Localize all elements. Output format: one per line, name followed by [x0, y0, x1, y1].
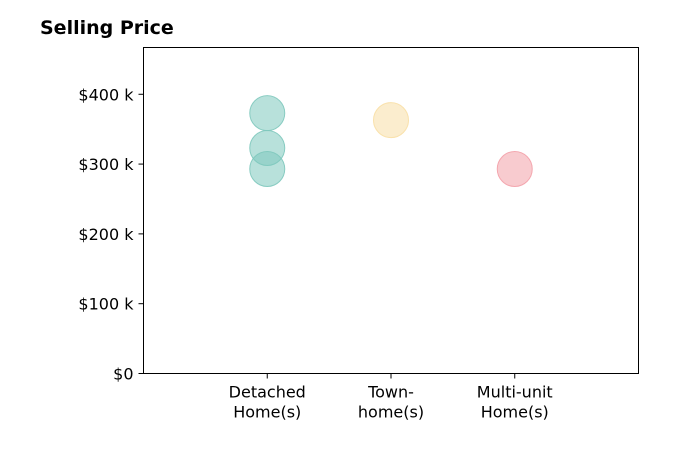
y-tick-label: $400 k: [78, 85, 134, 104]
x-tick-label: Detached Home(s): [229, 383, 306, 422]
y-tick-label: $200 k: [78, 225, 134, 244]
x-tick-label: Multi-unit Home(s): [477, 383, 553, 422]
x-axis: Detached Home(s)Town-home(s)Multi-unit Hom…: [229, 373, 553, 422]
price-point: [249, 150, 286, 187]
price-point: [496, 150, 533, 187]
price-point: [249, 95, 286, 132]
x-tick-label-line: home(s): [358, 403, 424, 422]
x-tick-label-line: Town-: [367, 383, 414, 402]
x-tick-label: Town-home(s): [358, 383, 424, 422]
y-tick-label: $0: [113, 365, 133, 384]
x-tick-label-line: Home(s): [233, 403, 301, 422]
x-tick-label-line: Detached: [229, 383, 306, 402]
y-tick-label: $100 k: [78, 295, 134, 314]
price-point: [373, 102, 409, 139]
y-tick-label: $300 k: [78, 155, 134, 174]
plot-area-frame: [143, 47, 639, 374]
x-tick-label-line: Multi-unit: [477, 383, 553, 402]
data-points: [249, 95, 533, 187]
chart-title: Selling Price: [40, 17, 174, 39]
y-axis: $0 $100 k $200 k $300 k $400 k: [78, 85, 144, 384]
x-tick-label-line: Home(s): [481, 403, 549, 422]
